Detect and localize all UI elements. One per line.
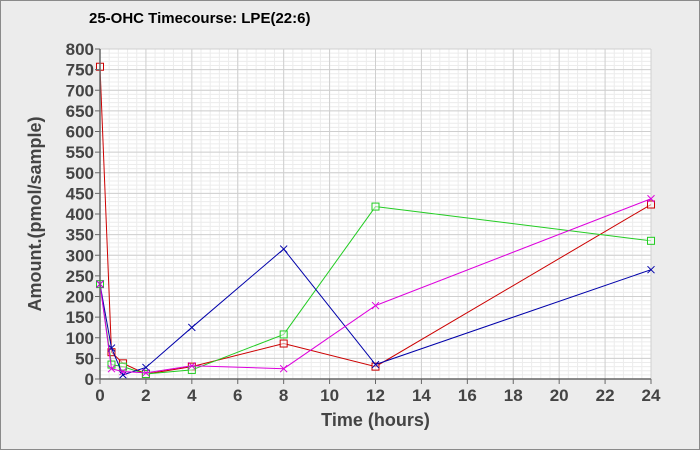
data-point — [647, 265, 655, 274]
y-tick-label: 100 — [66, 329, 94, 348]
data-point — [647, 194, 655, 203]
series-line — [99, 198, 652, 374]
y-tick-label: 750 — [66, 61, 94, 80]
chart-title: 25-OHC Timecourse: LPE(22:6) — [89, 10, 311, 27]
x-tick-label: 24 — [642, 386, 661, 405]
data-point — [279, 339, 288, 348]
y-tick-label: 450 — [66, 184, 94, 203]
data-point — [187, 361, 196, 370]
data-point — [647, 236, 655, 245]
x-tick-label: 10 — [320, 386, 339, 405]
x-tick-label: 0 — [95, 386, 104, 405]
x-tick-label: 20 — [550, 386, 569, 405]
data-point — [141, 370, 150, 379]
data-point — [279, 330, 288, 339]
y-tick-label: 800 — [66, 40, 94, 59]
data-point — [119, 371, 127, 379]
data-point — [187, 365, 196, 374]
x-tick-label: 14 — [412, 386, 431, 405]
y-tick-label: 200 — [66, 288, 94, 307]
data-point — [371, 362, 380, 371]
y-tick-label: 500 — [66, 164, 94, 183]
x-tick-label: 4 — [187, 386, 197, 405]
y-tick-label: 300 — [66, 246, 94, 265]
series-line — [99, 248, 652, 376]
y-tick-label: 250 — [66, 267, 94, 286]
y-tick-label: 150 — [66, 308, 94, 327]
x-tick-label: 16 — [458, 386, 477, 405]
y-tick-label: 700 — [66, 81, 94, 100]
y-tick-label: 600 — [66, 123, 94, 142]
data-point — [279, 364, 288, 373]
data-point — [371, 301, 380, 310]
data-point — [142, 368, 150, 377]
x-tick-label: 12 — [366, 386, 385, 405]
data-point — [371, 360, 380, 369]
x-tick-label: 18 — [504, 386, 523, 405]
series-4 — [96, 194, 655, 377]
data-point — [119, 367, 127, 376]
x-tick-label: 22 — [596, 386, 615, 405]
data-point — [187, 323, 196, 332]
data-point — [371, 202, 380, 211]
y-tick-label: 0 — [85, 370, 94, 389]
data-point — [279, 245, 288, 253]
y-tick-label: 650 — [66, 102, 94, 121]
data-point — [107, 364, 116, 373]
x-tick-label: 8 — [279, 386, 288, 405]
y-tick-label: 550 — [66, 143, 94, 162]
y-tick-label: 400 — [66, 205, 94, 224]
x-tick-label: 2 — [141, 386, 150, 405]
x-tick-label: 6 — [233, 386, 242, 405]
data-point — [647, 200, 655, 209]
y-axis-label: Amount.(pmol/sample) — [25, 116, 45, 311]
series-3 — [96, 245, 655, 379]
y-tick-label: 50 — [75, 349, 94, 368]
x-axis-label: Time (hours) — [321, 410, 430, 430]
x-axis-ticks: 0 2 4 6 8 10 12 14 16 18 20 22 24 — [95, 379, 661, 405]
y-tick-label: 350 — [66, 226, 94, 245]
